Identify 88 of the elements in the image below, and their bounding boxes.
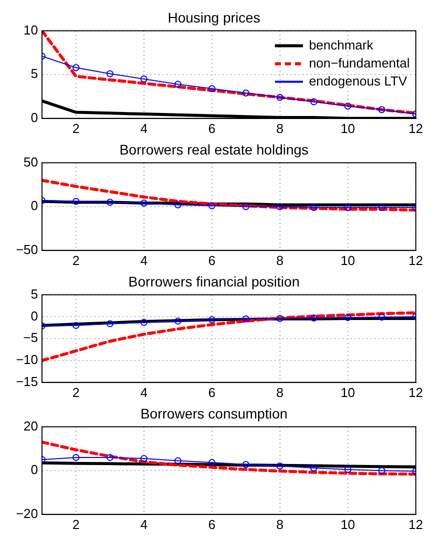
point [140,455,148,462]
point [174,201,182,208]
x-tick-label: 8 [276,120,284,136]
x-tick-label: 8 [276,384,284,400]
y-tick-label: 0 [30,110,38,125]
y-tick-label: −20 [16,506,38,521]
point [276,203,284,210]
legend-label: endogenous LTV [308,73,408,88]
x-tick-label: 2 [72,516,80,532]
chart-title: Borrowers financial position [128,273,300,290]
x-tick-label: 12 [408,516,424,532]
point [106,454,114,461]
x-tick-label: 6 [208,252,216,268]
point [242,203,250,210]
point [310,98,318,106]
y-tick-label: −10 [16,352,38,368]
x-tick-label: 2 [72,384,80,400]
line-series [42,440,416,476]
x-tick-label: 2 [72,252,80,268]
y-tick-label: 50 [24,154,38,170]
x-tick-label: 6 [208,516,216,532]
x-tick-label: 12 [408,120,424,136]
point [378,314,386,321]
chart-title: Borrowers real estate holdings [119,141,309,158]
point [174,457,182,464]
x-tick-label: 6 [208,120,216,136]
y-tick-label: 0 [30,462,38,478]
y-tick-label: 5 [30,66,38,82]
point [106,320,114,328]
point [208,316,216,324]
y-tick-label: −5 [23,330,38,346]
point [276,462,284,470]
legend-label: non−fundamental [308,55,410,70]
y-tick-label: 0 [30,308,38,324]
point [140,200,148,207]
point [208,458,216,466]
point [72,64,80,72]
point [106,198,114,206]
y-tick-label: 10 [24,22,38,38]
point [174,318,182,325]
x-tick-label: 8 [276,252,284,268]
chart-title: Borrowers consumption [140,405,288,422]
point [174,80,182,88]
point [72,454,80,461]
legend-label: benchmark [308,37,374,52]
x-tick-label: 10 [340,252,356,268]
x-tick-label: 10 [340,120,356,136]
point [140,318,148,326]
point [242,315,250,322]
x-tick-label: 10 [340,516,356,532]
point [344,204,352,211]
x-tick-label: 10 [340,384,356,400]
y-tick-label: 0 [30,198,38,214]
point [72,198,80,205]
point [310,464,318,472]
y-tick-label: 20 [24,418,38,434]
x-tick-label: 12 [408,384,424,400]
point [276,94,284,101]
x-tick-label: 6 [208,384,216,400]
line-series [42,311,416,362]
point [310,204,318,211]
point [310,314,318,322]
x-tick-label: 4 [140,120,148,136]
point [344,102,352,110]
x-tick-label: 12 [408,252,424,268]
x-tick-label: 4 [140,384,148,400]
point [378,204,386,211]
point [242,460,250,468]
x-tick-label: 4 [140,516,148,532]
point [242,89,250,96]
point [344,466,352,474]
point [72,322,80,329]
y-tick-label: 5 [30,286,38,302]
point [140,75,148,82]
x-tick-label: 2 [72,120,80,136]
line-series [42,178,416,212]
point [378,106,386,114]
point [208,202,216,210]
point [344,314,352,322]
y-tick-label: −50 [16,242,38,257]
point [378,467,386,474]
chart-title: Housing prices [168,9,260,26]
point [106,70,114,78]
y-tick-label: −15 [16,374,38,389]
point [276,314,284,322]
x-tick-label: 4 [140,252,148,268]
point [208,85,216,92]
x-tick-label: 8 [276,516,284,532]
